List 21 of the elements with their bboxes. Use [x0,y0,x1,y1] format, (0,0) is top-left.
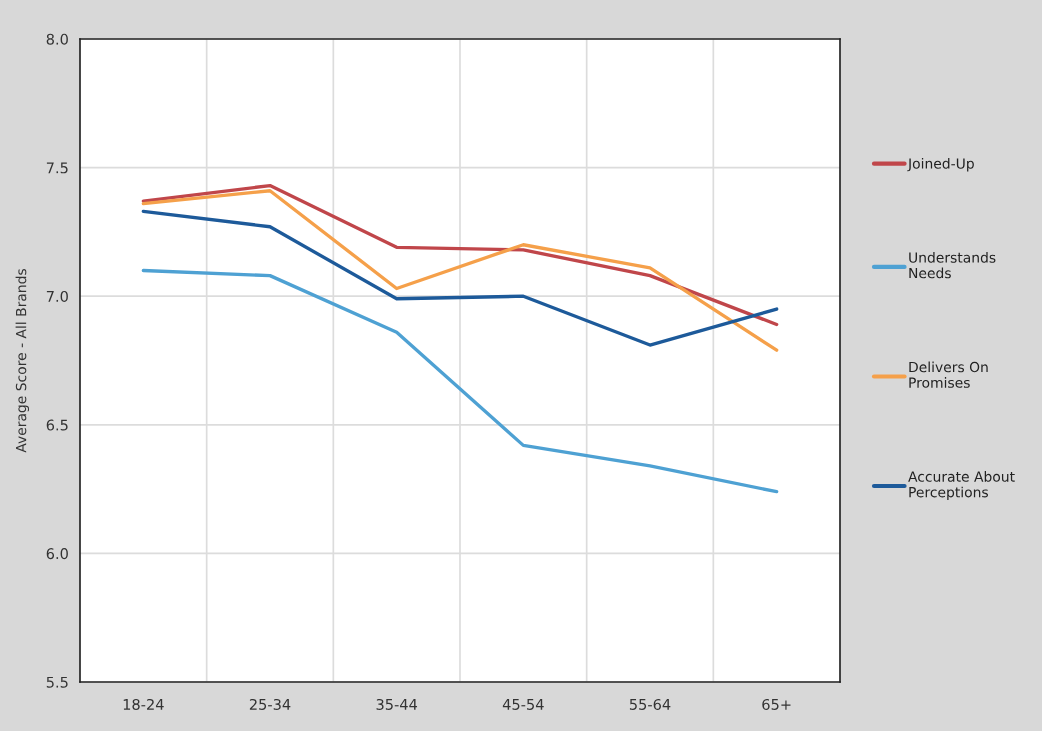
y-tick-label: 6.5 [46,419,68,431]
y-axis-title: Average Score - All Brands [15,268,30,453]
line-series [141,209,779,347]
y-tick-label: 8.0 [46,33,68,45]
y-tick-label: 6.0 [46,548,68,560]
x-tick-label: 18-24 [123,698,164,710]
x-tick-label: 25-34 [249,698,291,710]
line-series [141,183,779,327]
line-series [141,189,779,352]
legend-label: Accurate About Perceptions [908,471,1015,501]
legend-label: Understands Needs [909,252,996,279]
x-tick-label: 35-44 [376,698,418,710]
line-series [141,268,779,494]
y-tick-label: 7.5 [46,162,68,174]
x-tick-label: 55-64 [629,698,671,710]
legend-label: Joined-Up [907,158,974,172]
x-tick-label: 65+ [762,698,791,710]
x-tick-label: 45-54 [502,699,544,710]
y-tick-label: 7.0 [46,290,68,302]
legend-label: Delivers On Promises [909,361,988,388]
y-tick-label: 5.5 [46,676,68,688]
